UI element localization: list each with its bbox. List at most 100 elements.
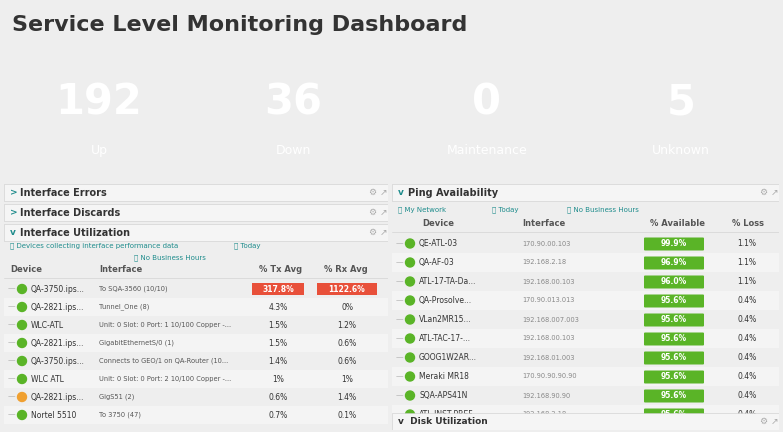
Text: 📅 Today: 📅 Today — [234, 243, 261, 249]
Text: 1.1%: 1.1% — [738, 239, 756, 248]
Text: 1.2%: 1.2% — [337, 321, 356, 330]
Text: —: — — [396, 315, 403, 324]
Text: —: — — [396, 334, 403, 343]
Text: 192.168.00.103: 192.168.00.103 — [522, 279, 575, 285]
Bar — [4, 370, 388, 388]
Text: Unit: 0 Slot: 0 Port: 2 10/100 Copper -...: Unit: 0 Slot: 0 Port: 2 10/100 Copper -.… — [99, 376, 231, 382]
Text: 1%: 1% — [272, 375, 284, 384]
Text: 192.168.2.18: 192.168.2.18 — [522, 260, 566, 266]
Text: 0.4%: 0.4% — [738, 315, 756, 324]
Text: 0.6%: 0.6% — [269, 393, 287, 401]
Text: ⚙: ⚙ — [368, 208, 376, 217]
Circle shape — [406, 353, 414, 362]
Text: % Rx Avg: % Rx Avg — [324, 266, 368, 274]
Text: 🌐 Devices collecting interface performance data: 🌐 Devices collecting interface performan… — [10, 243, 179, 249]
Bar — [392, 367, 779, 386]
Text: Interface: Interface — [522, 219, 565, 229]
Bar — [4, 184, 388, 201]
Text: 170.90.00.103: 170.90.00.103 — [522, 241, 570, 247]
FancyBboxPatch shape — [644, 371, 704, 384]
Text: 95.6%: 95.6% — [661, 372, 687, 381]
Text: v  Disk Utilization: v Disk Utilization — [398, 417, 488, 426]
Text: 192.168.01.003: 192.168.01.003 — [522, 355, 575, 360]
Text: —: — — [8, 393, 16, 401]
Text: —: — — [396, 410, 403, 419]
Text: 📅 Today: 📅 Today — [492, 206, 518, 213]
Text: 192.168.007.003: 192.168.007.003 — [522, 317, 579, 323]
Text: Ping Availability: Ping Availability — [408, 187, 498, 197]
Bar — [392, 329, 779, 348]
Circle shape — [406, 277, 414, 286]
Text: Connects to GEO/1 on QA-Router (10...: Connects to GEO/1 on QA-Router (10... — [99, 358, 229, 364]
Text: 95.6%: 95.6% — [661, 353, 687, 362]
Text: 0.1%: 0.1% — [337, 410, 356, 419]
Bar — [392, 405, 779, 424]
Circle shape — [406, 296, 414, 305]
Text: VLan2MR15...: VLan2MR15... — [419, 315, 471, 324]
Text: ATL-17-TA-Da...: ATL-17-TA-Da... — [419, 277, 476, 286]
Text: Meraki MR18: Meraki MR18 — [419, 372, 469, 381]
Text: —: — — [8, 356, 16, 365]
Text: 0%: 0% — [341, 302, 353, 311]
Text: Interface Errors: Interface Errors — [20, 187, 106, 197]
Text: 99.9%: 99.9% — [661, 239, 687, 248]
Text: 5: 5 — [666, 81, 695, 124]
Text: Interface Discards: Interface Discards — [20, 207, 121, 217]
Text: —: — — [8, 302, 16, 311]
Text: 317.8%: 317.8% — [262, 285, 294, 293]
Bar — [4, 224, 388, 241]
Circle shape — [17, 410, 27, 419]
Text: —: — — [396, 239, 403, 248]
Text: ↗: ↗ — [771, 417, 778, 426]
Bar — [4, 334, 388, 352]
Bar — [4, 406, 388, 424]
FancyBboxPatch shape — [644, 409, 704, 422]
Text: SQA-APS41N: SQA-APS41N — [419, 391, 467, 400]
Text: 36: 36 — [264, 81, 322, 124]
Text: 95.6%: 95.6% — [661, 391, 687, 400]
Bar — [392, 291, 779, 310]
Circle shape — [17, 302, 27, 311]
Circle shape — [406, 410, 414, 419]
Bar — [252, 283, 304, 295]
Text: 96.0%: 96.0% — [661, 277, 687, 286]
Text: 0.4%: 0.4% — [738, 391, 756, 400]
Text: ↗: ↗ — [771, 188, 778, 197]
Text: 1.1%: 1.1% — [738, 258, 756, 267]
FancyBboxPatch shape — [644, 257, 704, 270]
Text: ATL-INST-PREF: ATL-INST-PREF — [419, 410, 474, 419]
Text: 192.168.90.90: 192.168.90.90 — [522, 393, 570, 398]
Circle shape — [406, 258, 414, 267]
Text: Unit: 0 Slot: 0 Port: 1 10/100 Copper -...: Unit: 0 Slot: 0 Port: 1 10/100 Copper -.… — [99, 322, 231, 328]
Text: QA-Prosolve...: QA-Prosolve... — [419, 296, 472, 305]
Circle shape — [406, 239, 414, 248]
Text: Unknown: Unknown — [652, 144, 710, 157]
Circle shape — [17, 375, 27, 384]
Text: 0.4%: 0.4% — [738, 410, 756, 419]
Text: 0.4%: 0.4% — [738, 296, 756, 305]
Text: —: — — [8, 339, 16, 347]
Text: ⏰ No Business Hours: ⏰ No Business Hours — [134, 255, 206, 261]
Text: v: v — [398, 188, 404, 197]
Text: To SQA-3560 (10/10): To SQA-3560 (10/10) — [99, 286, 168, 292]
Bar — [4, 298, 388, 316]
Text: 0.4%: 0.4% — [738, 334, 756, 343]
Text: —: — — [396, 277, 403, 286]
Text: WLC ATL: WLC ATL — [31, 375, 64, 384]
Text: ↗: ↗ — [380, 208, 388, 217]
Text: 0.6%: 0.6% — [337, 356, 356, 365]
Text: 170.90.90.90.90: 170.90.90.90.90 — [522, 374, 576, 379]
Text: QA-2821.ips...: QA-2821.ips... — [31, 339, 85, 347]
Text: —: — — [396, 391, 403, 400]
Text: —: — — [8, 410, 16, 419]
Text: >: > — [10, 208, 18, 217]
Text: 0.7%: 0.7% — [269, 410, 287, 419]
Text: Nortel 5510: Nortel 5510 — [31, 410, 77, 419]
FancyBboxPatch shape — [644, 314, 704, 327]
Circle shape — [17, 339, 27, 347]
Text: 192.168.2.18: 192.168.2.18 — [522, 412, 566, 417]
Text: >: > — [10, 188, 18, 197]
Text: 0: 0 — [472, 81, 501, 124]
FancyBboxPatch shape — [644, 295, 704, 308]
Text: % Available: % Available — [650, 219, 705, 229]
